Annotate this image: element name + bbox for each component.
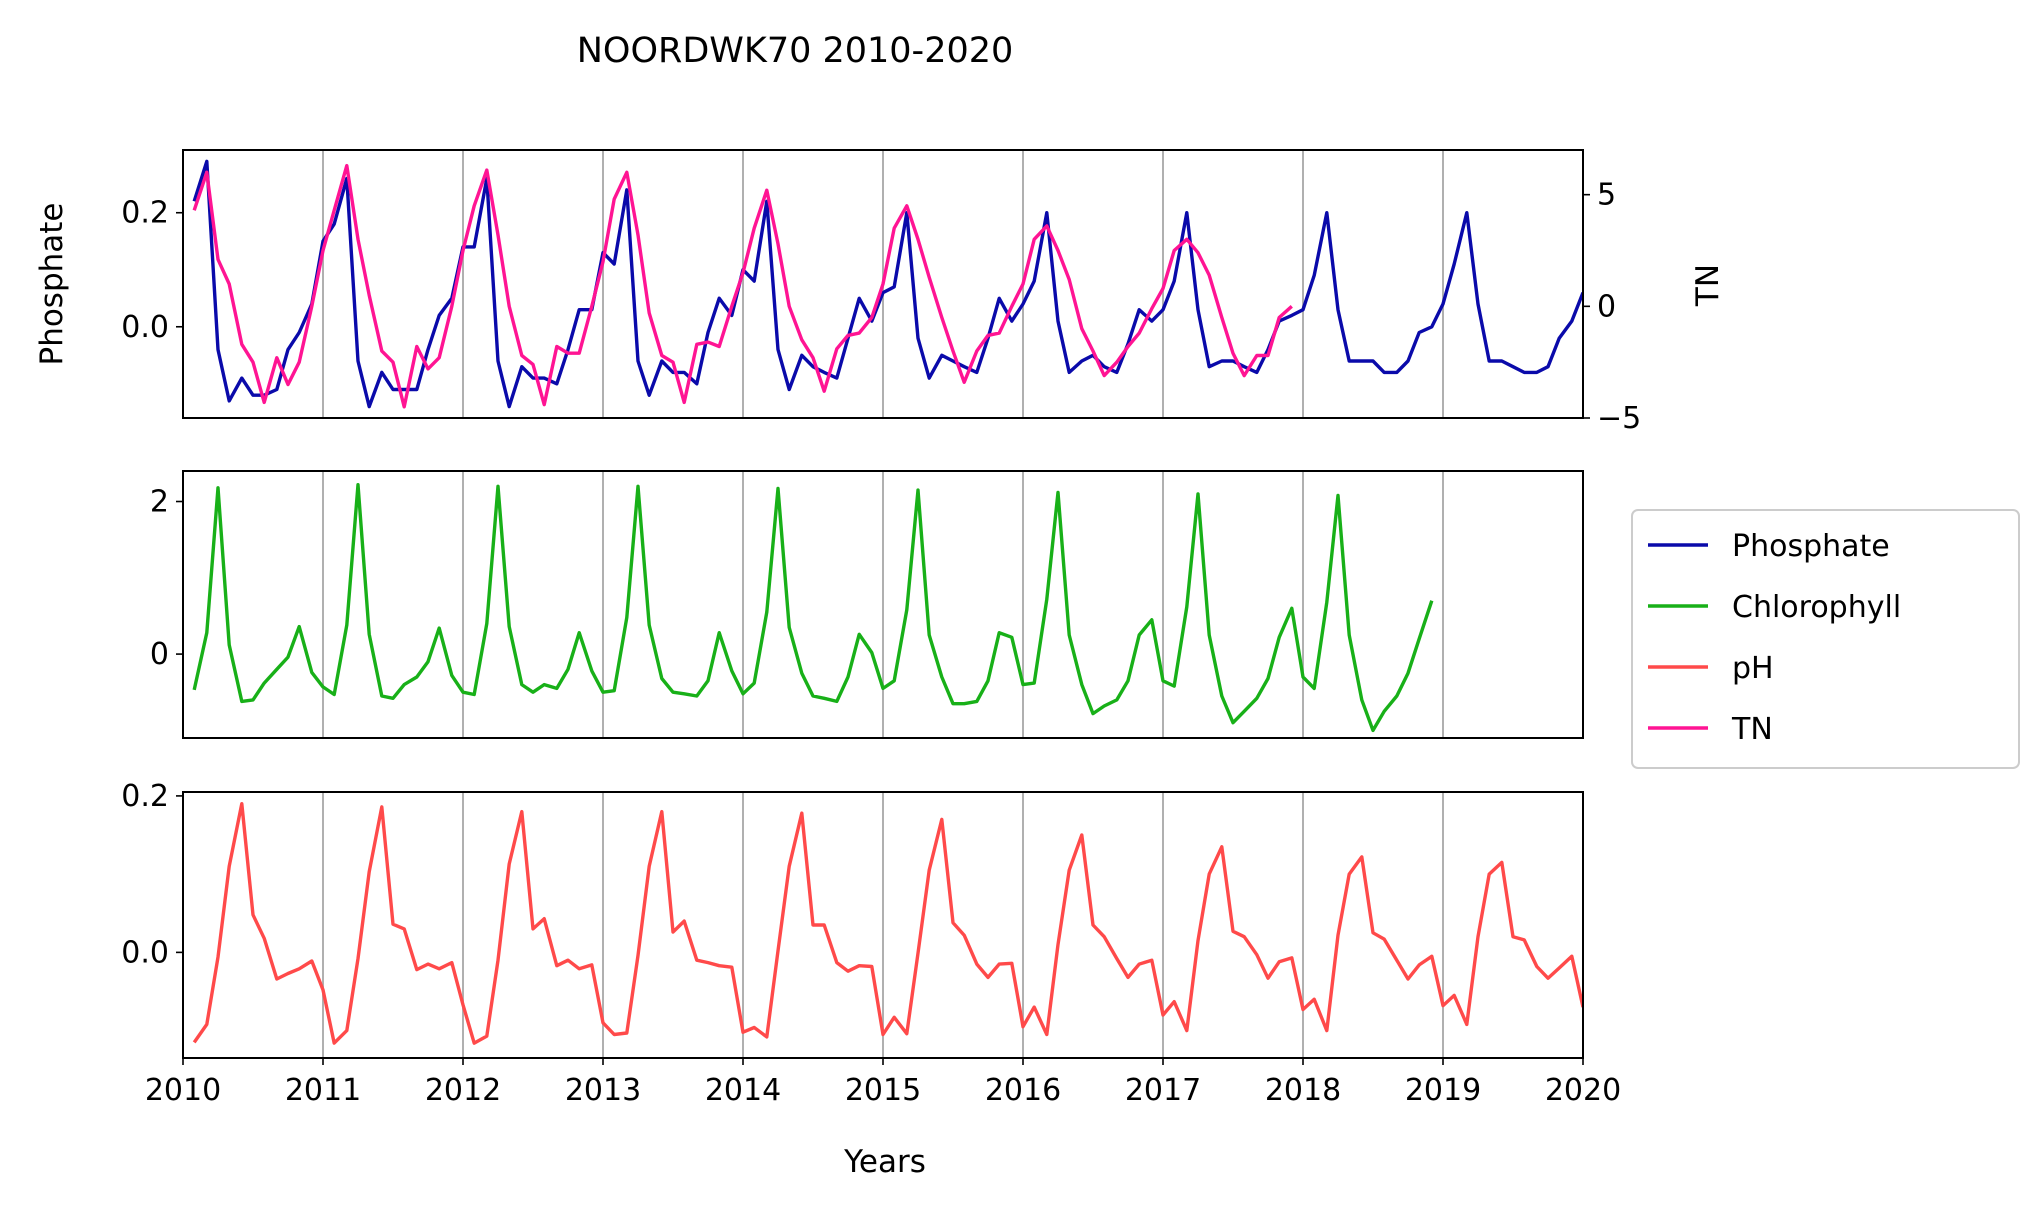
series-line-chlorophyll xyxy=(192,483,1434,733)
y-tick-label: 0 xyxy=(150,637,169,672)
secondary-y-tick-label: −5 xyxy=(1597,401,1641,436)
legend-frame xyxy=(1631,509,2020,769)
y-tick-label: 0.2 xyxy=(121,779,169,814)
secondary-y-axis-label: TN xyxy=(1690,264,1726,307)
series-line-ph xyxy=(192,802,1583,1045)
y-tick-label: 0.2 xyxy=(121,196,169,231)
x-tick-label: 2017 xyxy=(1125,1073,1201,1108)
panel-frame xyxy=(182,149,1584,419)
legend-label-chlorophyll: Chlorophyll xyxy=(1732,590,1901,625)
legend: Phosphate Chlorophyll pH TN xyxy=(1631,509,2020,769)
x-tick-label: 2014 xyxy=(705,1073,781,1108)
y-tick-label: 2 xyxy=(150,485,169,520)
x-axis-label: Years xyxy=(843,1144,926,1180)
y-tick-label: 0.0 xyxy=(121,310,169,345)
x-tick-label: 2018 xyxy=(1265,1073,1341,1108)
legend-label-phosphate: Phosphate xyxy=(1732,529,1890,564)
secondary-y-tick-label: 0 xyxy=(1597,289,1616,324)
x-tick-label: 2011 xyxy=(285,1073,361,1108)
y-tick-label: 0.0 xyxy=(121,935,169,970)
chart-title: NOORDWK70 2010-2020 xyxy=(577,31,1014,71)
secondary-y-tick-label: 5 xyxy=(1597,178,1616,213)
legend-label-tn: TN xyxy=(1731,712,1773,747)
x-tick-label: 2015 xyxy=(845,1073,921,1108)
panel-1: 0.0 0.2 Phosphate 5 0 −5 TN xyxy=(34,149,1726,436)
series-line-phosphate xyxy=(192,159,1583,409)
series-line-tn xyxy=(192,163,1293,409)
y-axis-label: Phosphate xyxy=(34,202,70,365)
x-tick-label: 2012 xyxy=(425,1073,501,1108)
legend-label-ph: pH xyxy=(1732,651,1774,686)
x-tick-label: 2019 xyxy=(1405,1073,1481,1108)
x-tick-label: 2010 xyxy=(145,1073,221,1108)
x-tick-label: 2013 xyxy=(565,1073,641,1108)
x-tick-label: 2020 xyxy=(1545,1073,1621,1108)
x-tick-label: 2016 xyxy=(985,1073,1061,1108)
x-axis: 2010 2011 2012 2013 2014 2015 2016 2017 2018 2019… xyxy=(145,1058,1621,1108)
panel-frame xyxy=(182,470,1584,739)
panel-2: 02 xyxy=(150,470,1584,739)
